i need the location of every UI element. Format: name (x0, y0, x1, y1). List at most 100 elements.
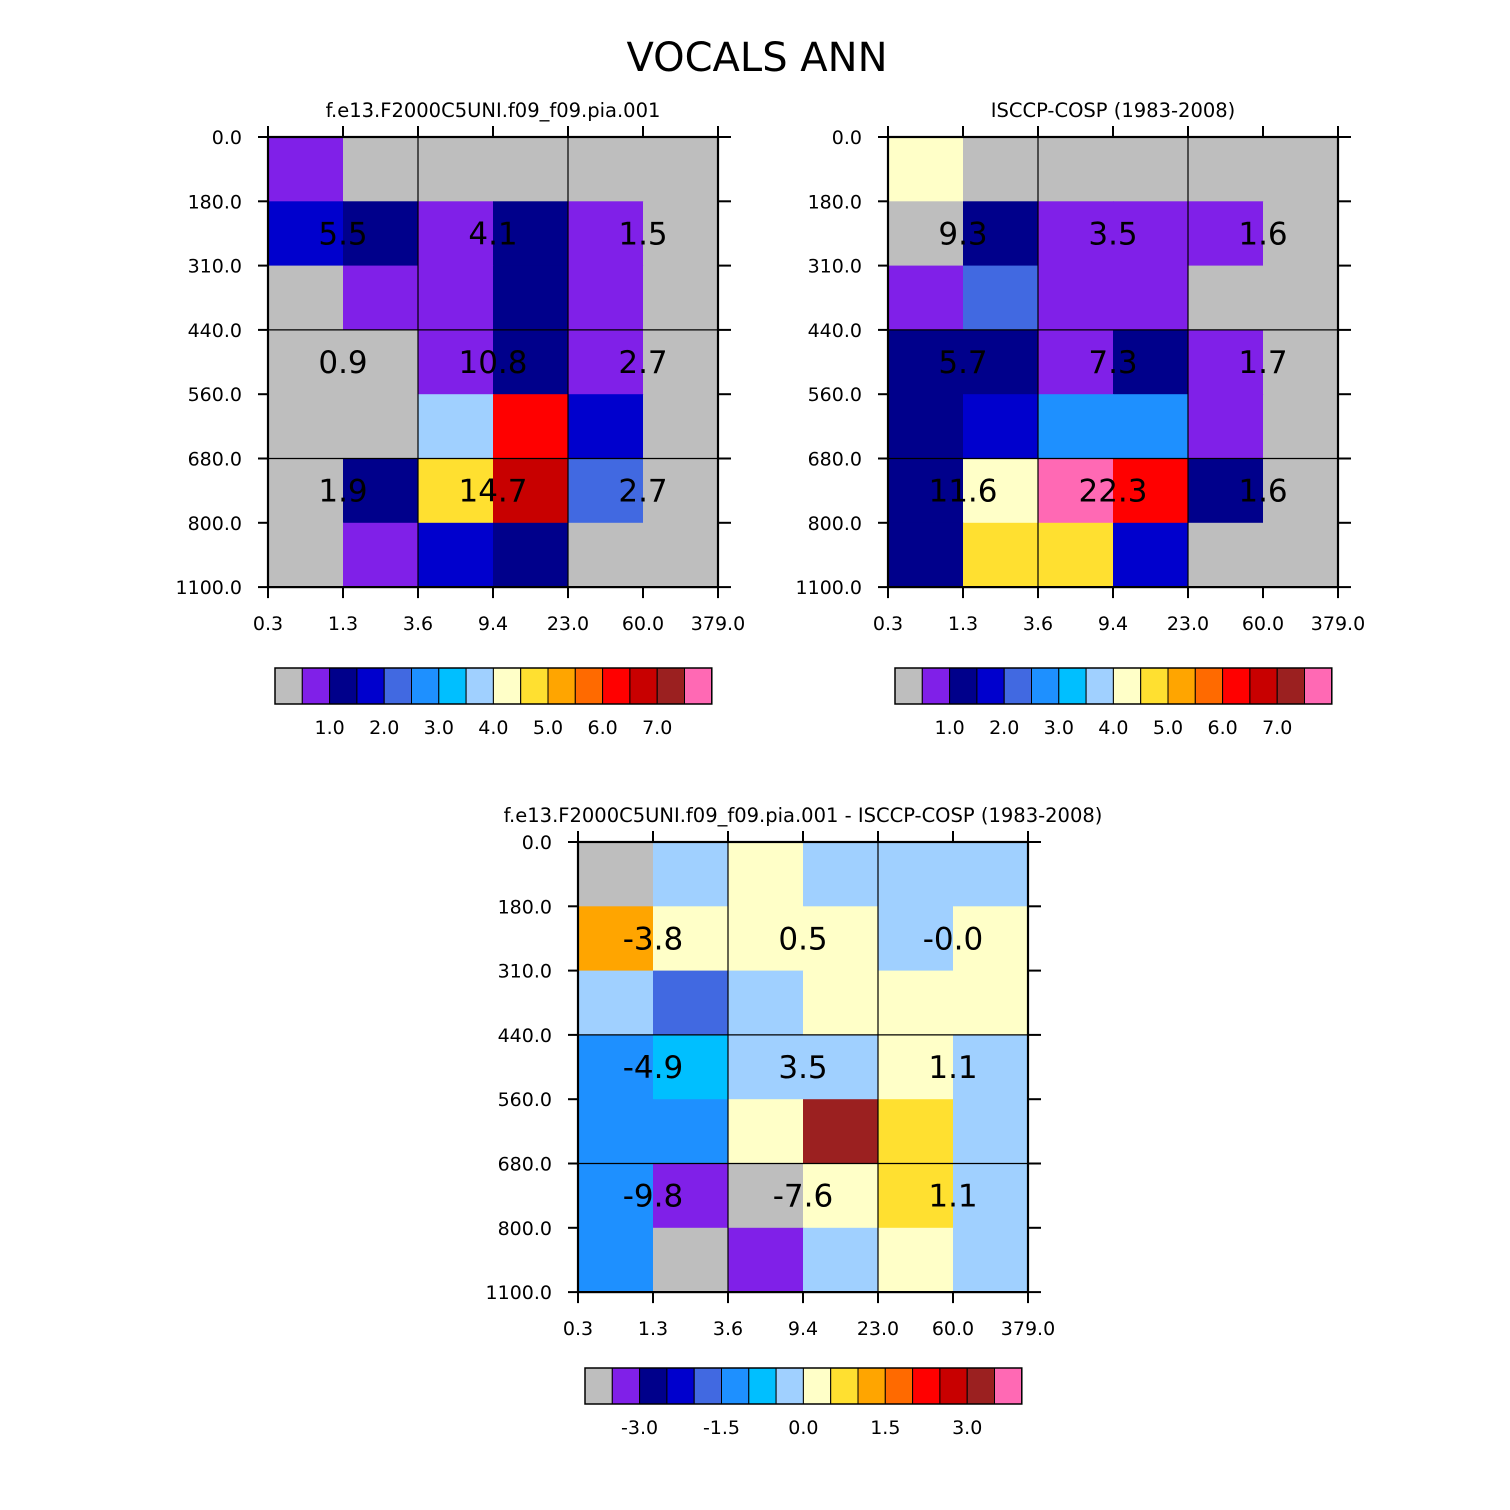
heatmap-cell (953, 906, 1029, 972)
heatmap-cell (653, 1099, 729, 1165)
panel-observation: ISCCP-COSP (1983-2008) 0.0 180.0 310.0 440.0… (796, 99, 1366, 739)
y-tick-label: 180.0 (808, 191, 862, 213)
heatmap-cell (568, 265, 644, 331)
x-tick-label: 379.0 (691, 613, 745, 635)
colorbar-box (274, 667, 303, 705)
heatmap-cell (1038, 394, 1114, 460)
x-tick-label: 3.6 (403, 613, 433, 635)
heatmap-cell (653, 970, 729, 1036)
heatmap-cell (728, 1163, 804, 1229)
heatmap-cell (878, 1099, 954, 1165)
colorbar-label: 0.0 (788, 1417, 818, 1439)
heatmap-cell (578, 1099, 654, 1165)
y-tick-label: 560.0 (498, 1089, 552, 1111)
heatmap-cell (1263, 265, 1339, 331)
heatmap-cell (643, 137, 719, 202)
y-tick-label: 680.0 (188, 449, 242, 471)
heatmap-cell (963, 201, 1039, 267)
heatmap-cell (343, 394, 419, 460)
x-tick-label: 9.4 (788, 1318, 818, 1340)
colorbar-box (1304, 667, 1333, 705)
cell-value-label: -9.8 (623, 1179, 684, 1215)
colorbar-box (1222, 667, 1251, 705)
colorbar-box (830, 1367, 859, 1405)
heatmap-cell (888, 329, 964, 395)
cell-value-label: 10.8 (458, 345, 527, 381)
heatmap-cell (953, 842, 1029, 907)
colorbar-box (656, 667, 686, 705)
heatmap-cell (493, 522, 569, 588)
x-tick-label: 60.0 (622, 613, 664, 635)
heatmap-cell (343, 201, 419, 267)
colorbar-box (465, 667, 494, 705)
heatmap-cell (1188, 201, 1264, 267)
heatmap-cell (803, 970, 879, 1036)
heatmap-cell (1113, 522, 1189, 588)
heatmap-cell (803, 1163, 879, 1229)
cell-value-label: 2.7 (618, 474, 667, 510)
y-tick-label: 0.0 (832, 127, 862, 149)
colorbar-box (1167, 667, 1196, 705)
x-tick-label: 379.0 (1311, 613, 1365, 635)
x-tick-label: 3.6 (713, 1318, 743, 1340)
cell-value-label: 5.5 (318, 216, 367, 252)
heatmap-cell (963, 394, 1039, 460)
heatmap-cell (1263, 458, 1339, 524)
colorbar-label: 3.0 (424, 717, 454, 739)
heatmap-cell (1113, 201, 1189, 267)
heatmap-cell (1188, 458, 1264, 524)
y-tick-label: 800.0 (498, 1218, 552, 1240)
colorbar-box (492, 667, 522, 705)
heatmap-cell (1188, 265, 1264, 331)
colorbar-box (611, 1367, 641, 1405)
colorbar-label: 6.0 (1207, 717, 1237, 739)
x-tick-label: 1.3 (948, 613, 978, 635)
heatmap-cell (418, 329, 494, 395)
heatmap-cell (653, 1034, 729, 1100)
x-tick-label: 60.0 (1242, 613, 1284, 635)
heatmap-cell (578, 970, 654, 1036)
heatmap-cell (963, 458, 1039, 524)
heatmap-cell (568, 137, 644, 202)
heatmap-cell (568, 458, 644, 524)
cell-value-label: 1.7 (1238, 345, 1287, 381)
heatmap-cell (268, 329, 344, 395)
x-tick-label: 9.4 (478, 613, 508, 635)
heatmap-cell (728, 842, 804, 907)
y-tick-label: 310.0 (498, 961, 552, 983)
y-tick-label: 800.0 (188, 513, 242, 535)
cell-value-label: 3.5 (778, 1050, 827, 1086)
heatmap-cell (1263, 522, 1339, 588)
colorbar-box (1058, 667, 1087, 705)
heatmap-cell (1113, 394, 1189, 460)
colorbar-frame (274, 667, 713, 705)
colorbar-box (684, 667, 713, 705)
heatmap-cell (878, 842, 954, 907)
panel-title: ISCCP-COSP (1983-2008) (991, 99, 1236, 122)
y-tick-label: 310.0 (188, 256, 242, 278)
colorbar-box (520, 667, 549, 705)
y-tick-label: 440.0 (188, 320, 242, 342)
cell-value-label: 1.6 (1238, 216, 1287, 252)
heatmap-cell (1038, 265, 1114, 331)
colorbar-label: 2.0 (989, 717, 1019, 739)
colorbar-box (921, 667, 951, 705)
colorbar-box (1140, 667, 1169, 705)
heatmap-cell (888, 522, 964, 588)
heatmap-cell (1188, 329, 1264, 395)
heatmap-cell (418, 265, 494, 331)
colorbar-box (629, 667, 658, 705)
heatmap-cell (963, 265, 1039, 331)
heatmap-cell (343, 458, 419, 524)
colorbar-label: 4.0 (1098, 717, 1128, 739)
colorbar-box (949, 667, 978, 705)
y-tick-label: 440.0 (498, 1025, 552, 1047)
colorbar-box (639, 1367, 668, 1405)
heatmap-cell (728, 1099, 804, 1165)
heatmap-cell (268, 137, 344, 202)
colorbar-box (1249, 667, 1278, 705)
heatmap-cell (1038, 137, 1114, 202)
heatmap-cell (963, 137, 1039, 202)
heatmap-cell (728, 1227, 804, 1293)
